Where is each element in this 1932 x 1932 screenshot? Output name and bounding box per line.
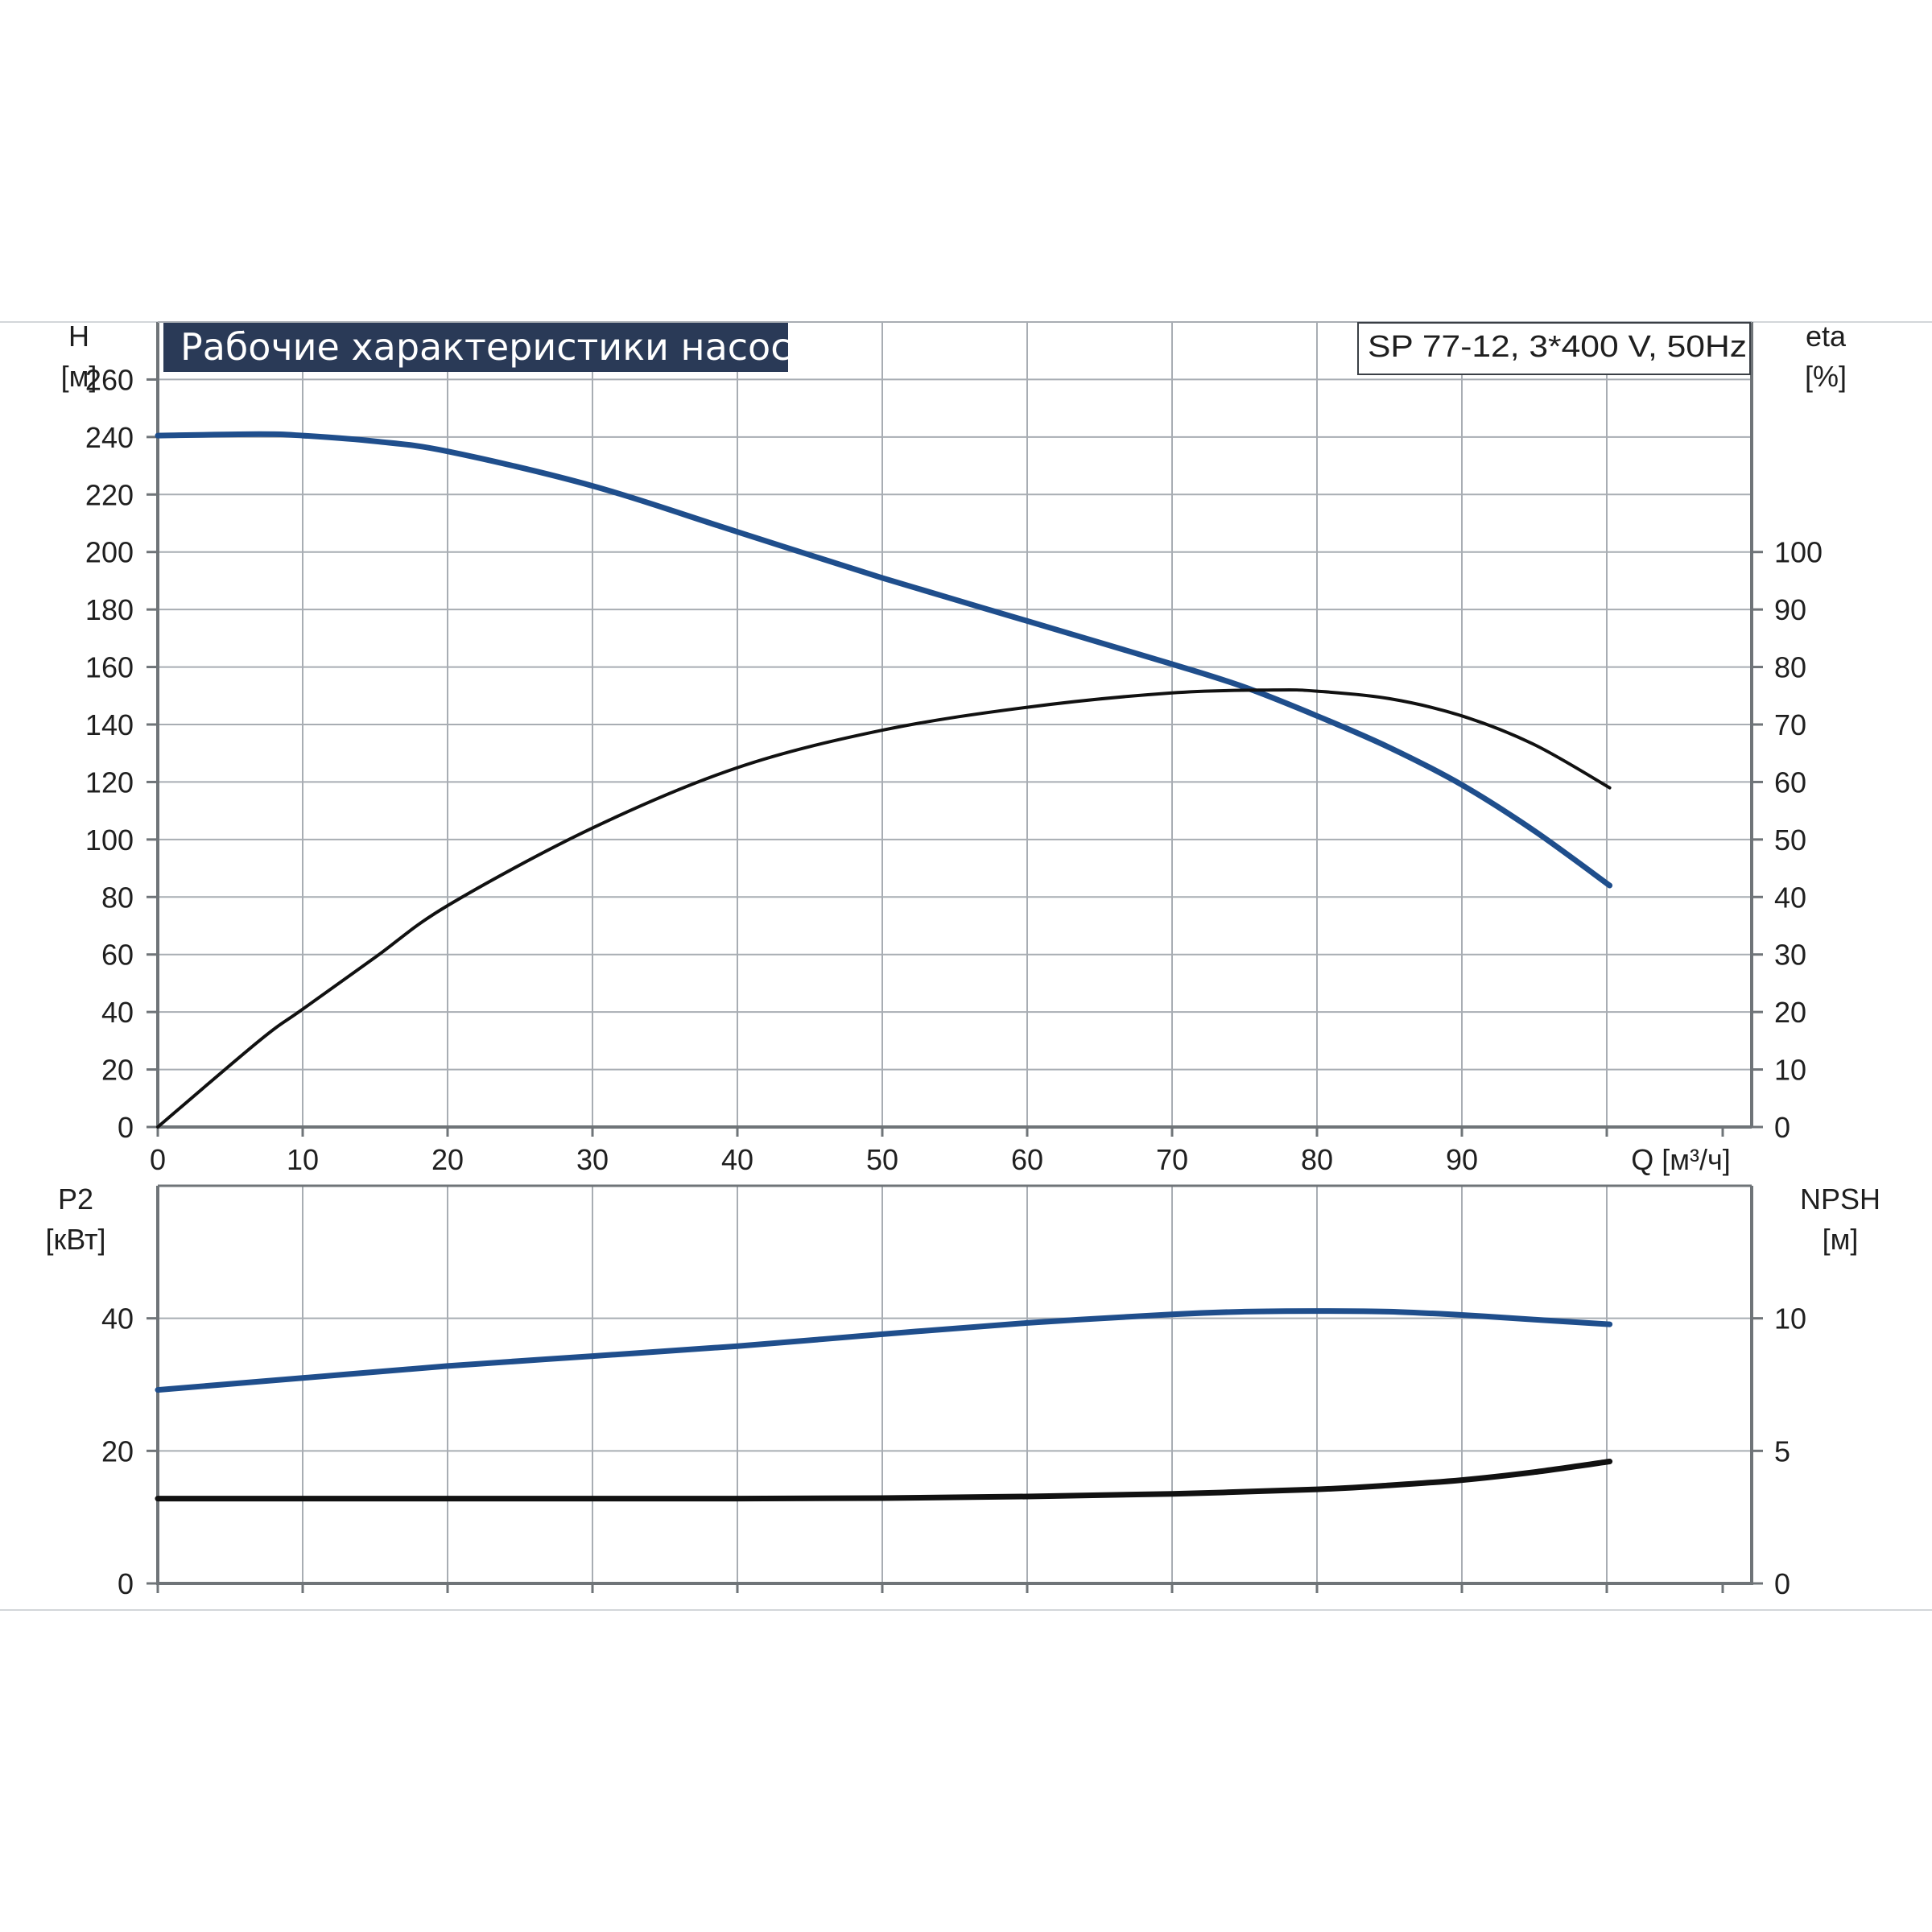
y-right-tick-label: 100 [1774,536,1823,569]
y-left-tick-label: 160 [85,651,134,684]
model-label-box: SP 77-12, 3*400 V, 50Hz [1357,322,1751,375]
y-left-tick-label: 240 [85,421,134,454]
x-tick-label: 10 [287,1143,319,1176]
top-left-axis-unit: [м] [61,360,97,393]
bottom-chart-ticks: 0 20 40 0 5 10 [101,1302,1806,1600]
y-left-tick-label: 80 [101,881,134,914]
y-right-tick-label: 40 [1774,881,1806,914]
chart-title: Рабочие характеристики насоса [180,325,814,369]
x-tick-label: 0 [150,1143,166,1176]
y-left-tick-label: 0 [118,1567,134,1600]
x-tick-label: 50 [866,1143,898,1176]
y-right-tick-label: 80 [1774,651,1806,684]
top-chart-ticks: 0 10 20 30 40 50 60 70 80 90020406080100120140160… [85,363,1823,1176]
y-right-tick-label: 70 [1774,708,1806,741]
x-tick-label: 70 [1156,1143,1188,1176]
y-left-tick-label: 220 [85,478,134,511]
bottom-left-axis-unit: [кВт] [45,1223,105,1256]
top-series-0-line [155,431,1613,889]
x-tick-label: 40 [721,1143,753,1176]
bottom-series-1-line [155,1459,1613,1502]
y-left-tick-label: 140 [85,708,134,741]
y-left-tick-label: 20 [101,1435,134,1468]
y-left-tick-label: 40 [101,996,134,1029]
y-left-tick-label: 40 [101,1302,134,1335]
top-chart-grid [158,322,1752,1127]
y-left-tick-label: 180 [85,593,134,626]
bottom-left-axis-symbol: P2 [58,1183,93,1216]
y-right-tick-label: 60 [1774,766,1806,799]
top-series-1-line [156,687,1612,1129]
bottom-right-axis-unit: [м] [1823,1223,1859,1256]
x-tick-label: 80 [1301,1143,1333,1176]
bottom-chart-grid [158,1186,1752,1583]
y-left-tick-label: 200 [85,536,134,569]
chart-title-box: Рабочие характеристики насоса [163,323,814,372]
y-left-tick-label: 260 [85,363,134,396]
chart-title-background [163,323,788,372]
top-left-axis-symbol: H [68,320,89,353]
bottom-chart-frame [156,1184,1753,1585]
x-tick-label: 90 [1446,1143,1478,1176]
bottom-series-0-line [155,1308,1613,1393]
bottom-right-axis-symbol: NPSH [1800,1183,1880,1216]
y-right-tick-label: 5 [1774,1435,1790,1468]
y-left-tick-label: 100 [85,824,134,857]
x-tick-label: 30 [576,1143,609,1176]
x-tick-label: 20 [431,1143,464,1176]
y-right-tick-label: 20 [1774,996,1806,1029]
model-label-frame [1357,322,1751,375]
y-right-tick-label: 10 [1774,1054,1806,1087]
top-right-axis-symbol: eta [1806,320,1847,353]
y-left-tick-label: 20 [101,1054,134,1087]
top-chart-series [155,431,1613,1129]
bottom-chart-series [155,1308,1613,1502]
x-tick-label: 60 [1011,1143,1043,1176]
y-right-tick-label: 50 [1774,824,1806,857]
y-right-tick-label: 10 [1774,1302,1806,1335]
y-right-tick-label: 90 [1774,593,1806,626]
y-left-tick-label: 120 [85,766,134,799]
top-right-axis-unit: [%] [1805,360,1847,393]
y-right-tick-label: 0 [1774,1111,1790,1144]
y-right-tick-label: 0 [1774,1567,1790,1600]
x-axis-title: Q [м³/ч] [1631,1143,1731,1176]
y-left-tick-label: 60 [101,939,134,972]
model-label: SP 77-12, 3*400 V, 50Hz [1368,330,1747,364]
y-right-tick-label: 30 [1774,939,1806,972]
y-left-tick-label: 0 [118,1111,134,1144]
